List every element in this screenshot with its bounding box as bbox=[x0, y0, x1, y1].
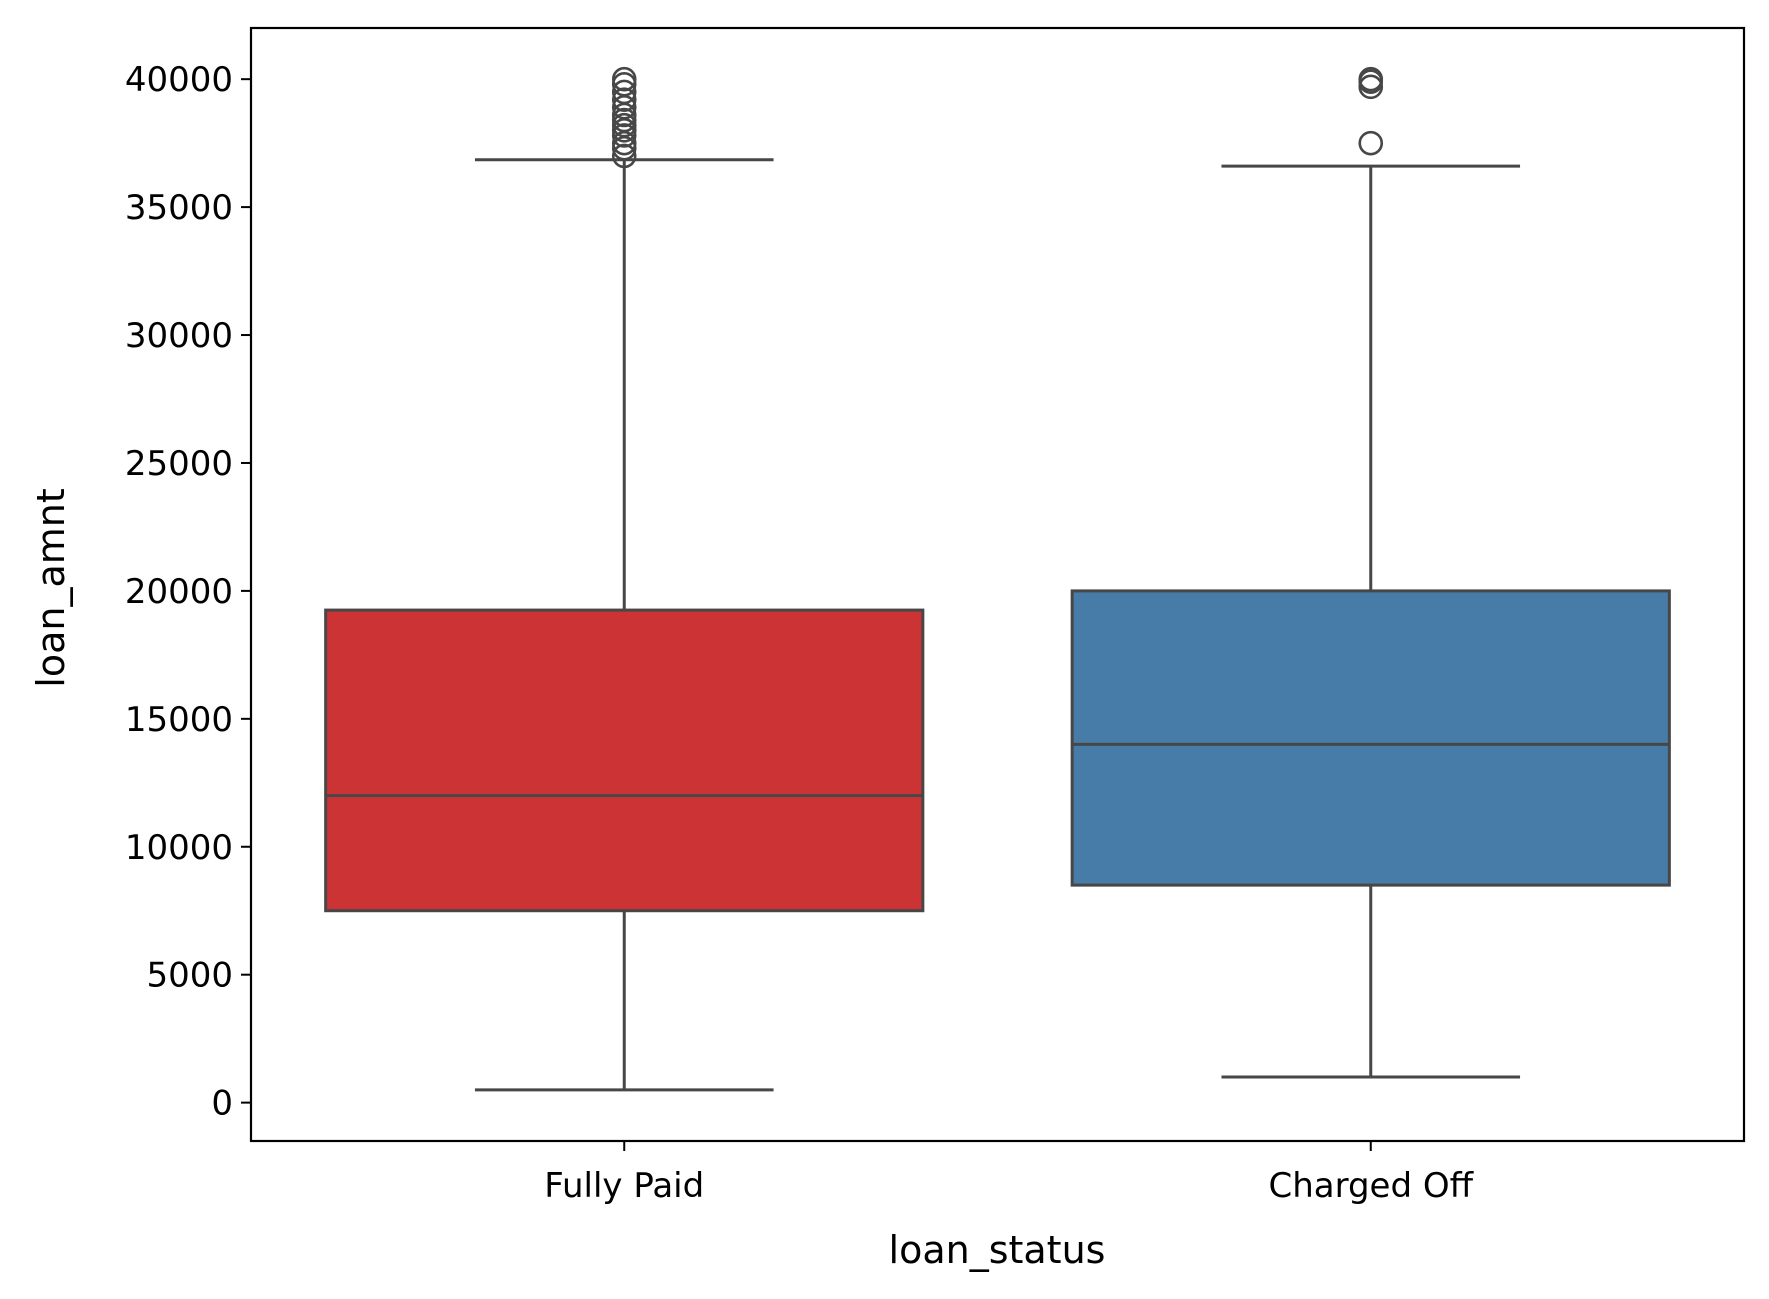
y-tick-label: 35000 bbox=[125, 188, 233, 228]
plot-area: 0 5000 10000 15000 20000 25000 30000 35000 40000… bbox=[125, 26, 1746, 1206]
iqr-box bbox=[1070, 589, 1671, 887]
y-axis: 0 5000 10000 15000 20000 25000 30000 35000 40000 bbox=[125, 60, 251, 1124]
outlier-point bbox=[1358, 130, 1384, 156]
y-tick-label: 30000 bbox=[125, 316, 233, 356]
outlier-point bbox=[611, 79, 637, 105]
box-fully-paid bbox=[324, 66, 925, 1092]
outlier-point bbox=[611, 87, 637, 112]
plot-frame bbox=[249, 26, 1746, 1143]
y-tick-label: 20000 bbox=[125, 572, 233, 612]
box-charged-off bbox=[1070, 66, 1671, 1079]
outlier-point bbox=[1358, 66, 1384, 92]
outlier-point bbox=[611, 66, 637, 92]
y-axis-label: loan_amnt bbox=[29, 488, 73, 687]
y-tick-label: 5000 bbox=[146, 956, 233, 996]
x-axis: Fully Paid Charged Off bbox=[544, 1141, 1475, 1206]
outlier-point bbox=[611, 143, 637, 169]
y-tick-label: 15000 bbox=[125, 700, 233, 740]
y-tick-label: 40000 bbox=[125, 60, 233, 100]
x-tick-label: Charged Off bbox=[1268, 1166, 1474, 1206]
iqr-box bbox=[324, 608, 925, 913]
x-axis-label: loan_status bbox=[889, 1228, 1106, 1272]
y-tick-label: 25000 bbox=[125, 444, 233, 484]
boxes-group bbox=[324, 66, 1671, 1092]
y-tick-label: 10000 bbox=[125, 828, 233, 868]
x-tick-label: Fully Paid bbox=[544, 1166, 704, 1206]
y-tick-label: 0 bbox=[211, 1084, 233, 1124]
